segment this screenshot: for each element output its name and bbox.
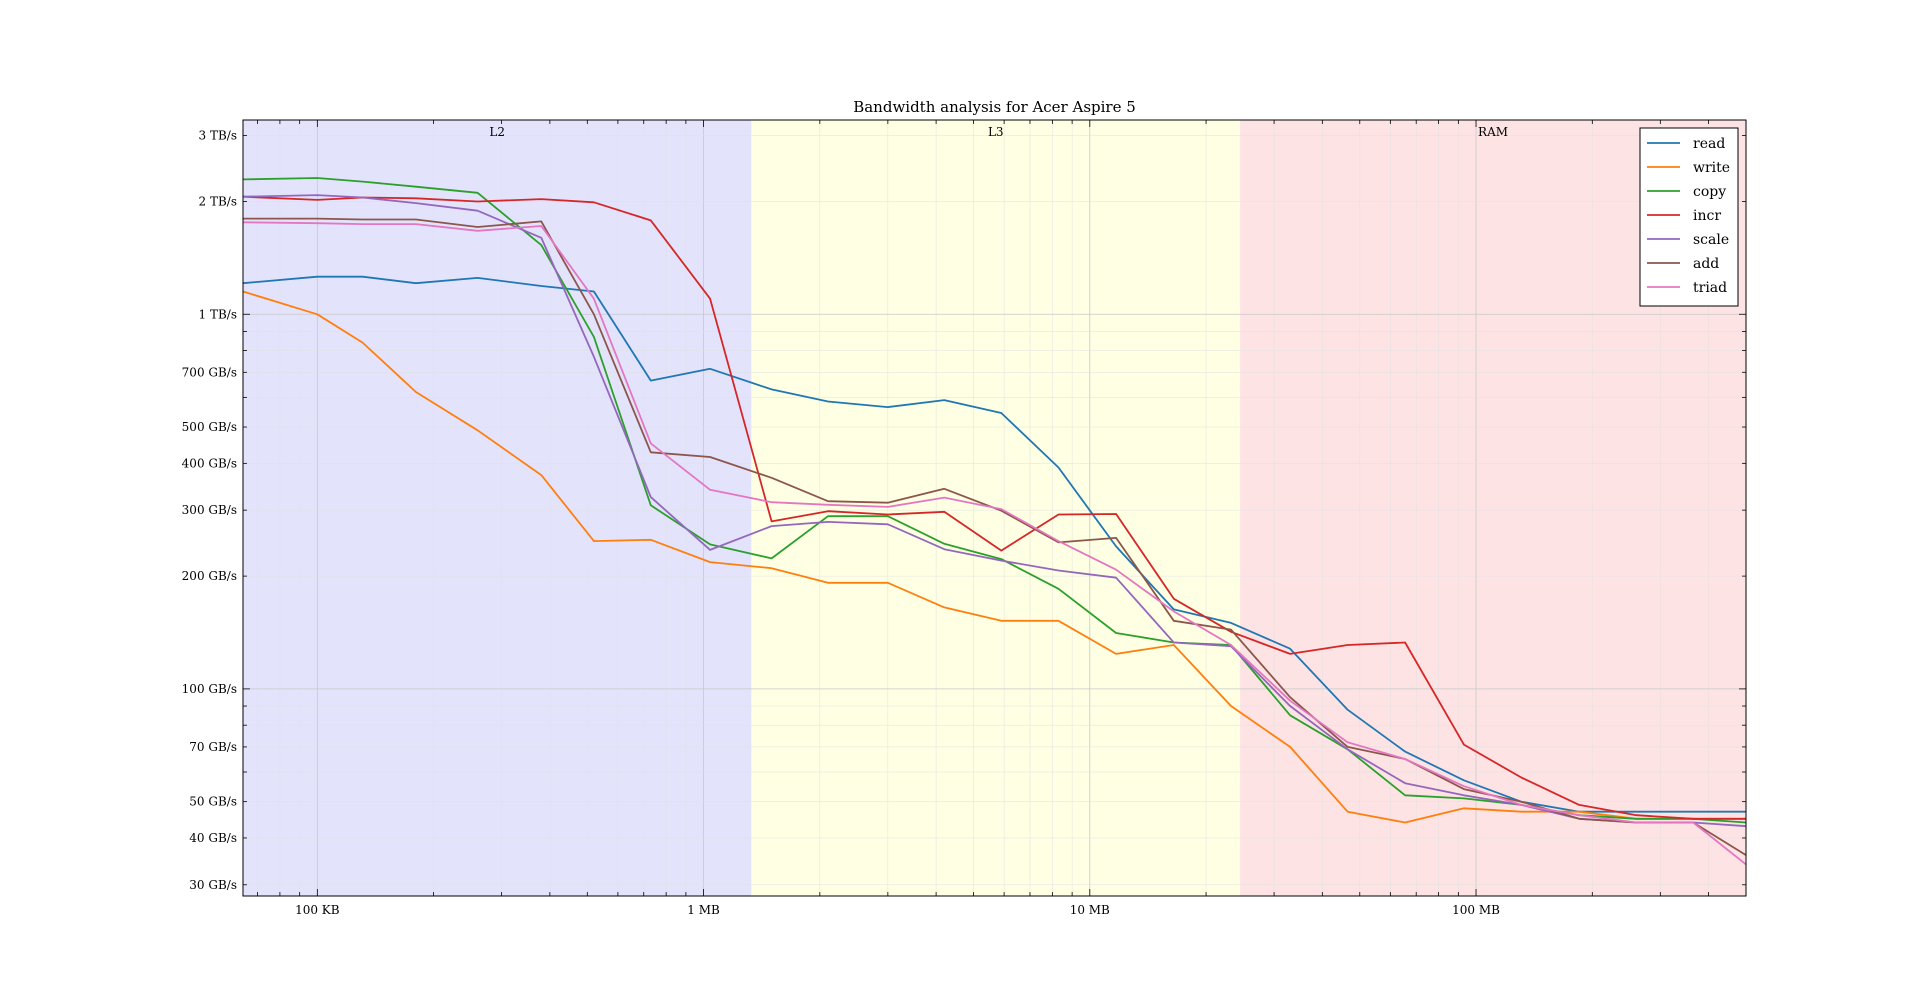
legend-label-copy: copy	[1693, 184, 1726, 200]
series-triad-line	[242, 221, 1747, 866]
y-tick-label: 500 GB/s	[182, 420, 237, 434]
y-tick-label: 100 GB/s	[182, 682, 237, 696]
legend-label-incr: incr	[1693, 208, 1721, 224]
y-tick-label: 3 TB/s	[199, 129, 237, 143]
y-tick-label: 40 GB/s	[189, 831, 237, 845]
x-tick-label: 100 MB	[1452, 903, 1500, 917]
y-tick-label: 300 GB/s	[182, 503, 237, 517]
x-tick-label: 10 MB	[1070, 903, 1110, 917]
axis-ticks	[243, 120, 1747, 896]
legend-label-triad: triad	[1693, 280, 1727, 296]
x-tick-label: 100 KB	[295, 903, 340, 917]
legend-label-scale: scale	[1693, 232, 1729, 248]
legend-box	[1639, 127, 1739, 307]
series-incr-line	[242, 195, 1746, 820]
x-tick-label: 1 MB	[687, 903, 720, 917]
legend-label-write: write	[1693, 160, 1730, 176]
x-axis-tick-labels: 100 KB 1 MB 10 MB 100 MB	[295, 903, 1500, 917]
legend-label-add: add	[1693, 256, 1719, 272]
legend: read write copy incr scale add triad	[1639, 127, 1739, 307]
region-label-l2: L2	[489, 125, 505, 139]
plot-frame	[242, 119, 1747, 897]
y-tick-label: 30 GB/s	[189, 878, 237, 892]
series-lines	[242, 177, 1747, 866]
y-tick-label: 200 GB/s	[182, 569, 237, 583]
legend-label-read: read	[1693, 136, 1725, 152]
region-labels: L2 L3 RAM	[489, 125, 1508, 139]
series-add-line	[243, 217, 1747, 856]
y-axis-tick-labels: 3 TB/s 2 TB/s 1 TB/s 700 GB/s 500 GB/s 400 GB…	[182, 129, 237, 892]
series-scale-line	[242, 194, 1747, 828]
series-read-line	[242, 275, 1746, 813]
y-tick-label: 50 GB/s	[189, 795, 237, 809]
y-tick-label: 1 TB/s	[199, 307, 237, 321]
region-label-ram: RAM	[1478, 125, 1508, 139]
series-write-line	[242, 290, 1746, 824]
y-tick-label: 400 GB/s	[182, 456, 237, 470]
chart-title: Bandwidth analysis for Acer Aspire 5	[853, 98, 1136, 116]
series-copy-line	[242, 177, 1747, 824]
y-tick-label: 700 GB/s	[182, 365, 237, 379]
region-label-l3: L3	[988, 125, 1004, 139]
y-tick-label: 2 TB/s	[199, 194, 237, 208]
region-l2	[243, 120, 752, 896]
y-tick-label: 70 GB/s	[189, 740, 237, 754]
